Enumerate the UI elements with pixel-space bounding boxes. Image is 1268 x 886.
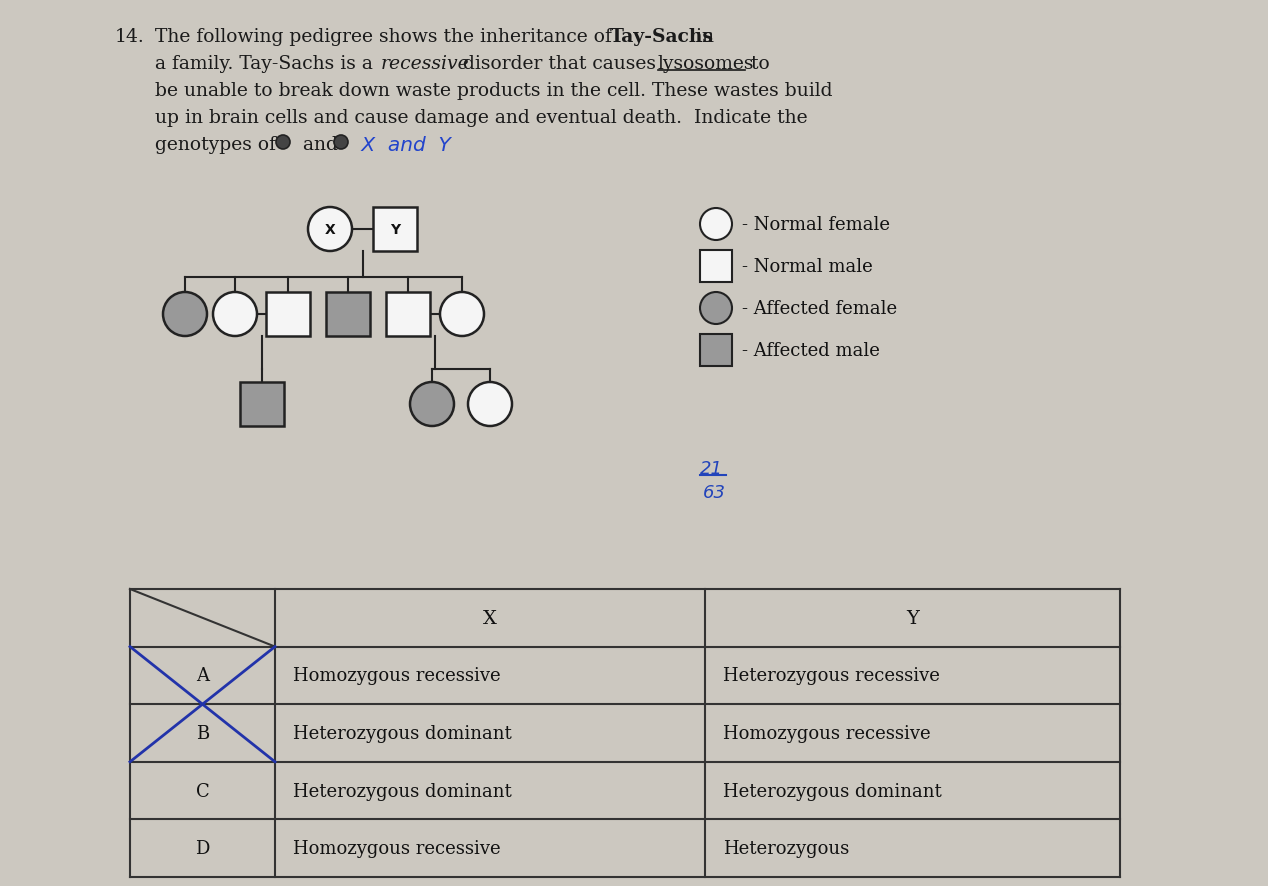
Text: Heterozygous recessive: Heterozygous recessive xyxy=(723,666,940,685)
Text: Y: Y xyxy=(907,609,919,627)
Bar xyxy=(700,335,732,367)
Circle shape xyxy=(410,383,454,426)
Text: a family. Tay-Sachs is a: a family. Tay-Sachs is a xyxy=(155,55,379,73)
Text: B: B xyxy=(195,724,209,742)
Bar xyxy=(326,292,370,337)
Text: - Affected female: - Affected female xyxy=(742,299,898,318)
Text: X: X xyxy=(483,609,497,627)
Circle shape xyxy=(468,383,512,426)
Text: Heterozygous dominant: Heterozygous dominant xyxy=(293,781,512,800)
Circle shape xyxy=(333,136,347,150)
Text: 63: 63 xyxy=(702,484,727,501)
Text: X  and  Y: X and Y xyxy=(355,136,450,155)
Text: X: X xyxy=(325,222,335,237)
Circle shape xyxy=(164,292,207,337)
Text: disorder that causes: disorder that causes xyxy=(456,55,662,73)
Text: Tay-Sachs: Tay-Sachs xyxy=(610,28,714,46)
Text: and: and xyxy=(297,136,344,154)
Text: 21: 21 xyxy=(700,460,723,478)
Text: genotypes of: genotypes of xyxy=(155,136,276,154)
Text: 14.: 14. xyxy=(115,28,145,46)
Text: up in brain cells and cause damage and eventual death.  Indicate the: up in brain cells and cause damage and e… xyxy=(155,109,808,127)
Text: Heterozygous: Heterozygous xyxy=(723,839,850,858)
Text: C: C xyxy=(195,781,209,800)
Circle shape xyxy=(308,207,353,252)
Text: D: D xyxy=(195,839,209,858)
Bar xyxy=(266,292,309,337)
Text: - Normal female: - Normal female xyxy=(742,216,890,234)
Circle shape xyxy=(213,292,257,337)
Text: - Normal male: - Normal male xyxy=(742,258,872,276)
Text: be unable to break down waste products in the cell. These wastes build: be unable to break down waste products i… xyxy=(155,82,833,100)
Bar xyxy=(700,251,732,283)
Text: Heterozygous dominant: Heterozygous dominant xyxy=(293,724,512,742)
Circle shape xyxy=(700,292,732,324)
Text: in: in xyxy=(690,28,714,46)
Text: Homozygous recessive: Homozygous recessive xyxy=(293,839,501,858)
Bar xyxy=(373,207,417,252)
Bar xyxy=(385,292,430,337)
Circle shape xyxy=(440,292,484,337)
Text: lysosomes: lysosomes xyxy=(658,55,754,73)
Text: Homozygous recessive: Homozygous recessive xyxy=(293,666,501,685)
Bar xyxy=(240,383,284,426)
Text: Heterozygous dominant: Heterozygous dominant xyxy=(723,781,942,800)
Circle shape xyxy=(700,209,732,241)
Circle shape xyxy=(276,136,290,150)
Text: A: A xyxy=(197,666,209,685)
Text: The following pedigree shows the inheritance of: The following pedigree shows the inherit… xyxy=(155,28,618,46)
Text: Y: Y xyxy=(391,222,401,237)
Text: to: to xyxy=(746,55,770,73)
Text: - Affected male: - Affected male xyxy=(742,342,880,360)
Text: recessive: recessive xyxy=(380,55,469,73)
Text: Homozygous recessive: Homozygous recessive xyxy=(723,724,931,742)
